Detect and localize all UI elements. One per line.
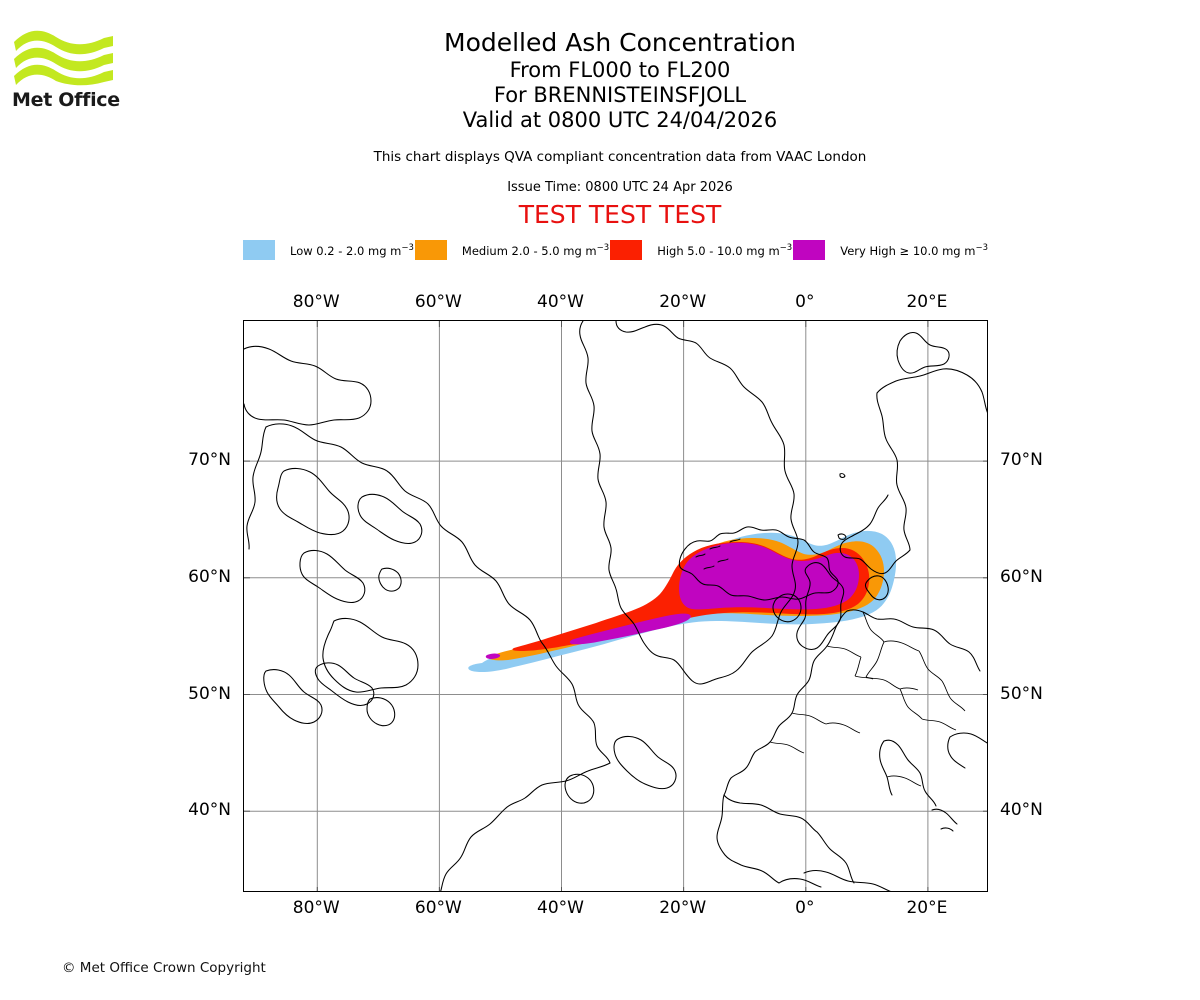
lat-tick-label-right-1: 60°N [1000, 566, 1043, 587]
coastline-small-isles [839, 473, 846, 479]
test-banner: TEST TEST TEST [518, 200, 722, 229]
lon-tick-label-bottom-3: 20°W [659, 898, 707, 918]
volcano-name: For BRENNISTEINSFJOLL [493, 83, 747, 107]
lon-tick-label-bottom-4: 0° [795, 898, 815, 918]
legend-very-high-swatch [793, 240, 826, 260]
legend-medium-label: Medium 2.0 - 5.0 mg m−3 [461, 242, 610, 258]
coastline-great-lakes-1 [314, 662, 375, 707]
valid-time: Valid at 0800 UTC 24/04/2026 [462, 108, 778, 132]
coastline-ellesmere [244, 345, 372, 426]
legend-high: High 5.0 - 10.0 mg m−3 [610, 240, 792, 260]
qva-compliance-note: This chart displays QVA compliant concen… [373, 149, 867, 165]
coastline-newfoundland [613, 735, 677, 790]
legend-medium: Medium 2.0 - 5.0 mg m−3 [414, 240, 610, 260]
coastline-hudson-bay [322, 617, 419, 693]
ash-concentration-map [243, 320, 988, 892]
map-frame [243, 320, 988, 892]
map-gridlines [244, 321, 987, 891]
met-office-logo: Met Office [12, 26, 122, 112]
lon-tick-label-top-0: 80°W [292, 292, 340, 312]
coastline-victoria-island [276, 467, 350, 536]
lat-tick-label-right-3: 40°N [1000, 800, 1043, 821]
coastline-nw-africa [778, 831, 855, 888]
coastline-arctic-isles-3 [378, 567, 402, 592]
coastline-great-lakes-2 [263, 669, 323, 725]
flight-level-range: From FL000 to FL200 [509, 58, 731, 82]
coastline-svalbard [896, 331, 950, 374]
lat-tick-label-right-2: 50°N [1000, 683, 1043, 704]
map-canvas [244, 321, 987, 891]
lat-tick-label-left-0: 70°N [188, 450, 231, 471]
legend-low-swatch [243, 240, 275, 260]
coastline-italy [879, 739, 937, 807]
lon-tick-label-top-5: 20°E [906, 292, 948, 312]
coastline-iceland [678, 526, 839, 601]
coastline-baffin-north [265, 423, 543, 644]
lat-tick-label-left-3: 40°N [188, 800, 231, 821]
legend-very-high: Very High ≥ 10.0 mg m−3 [793, 240, 988, 260]
legend-low: Low 0.2 - 2.0 mg m−3 [243, 240, 414, 260]
coastline-arctic-isles-2 [299, 549, 366, 604]
longitude-axis-top: 80°W 60°W 40°W 20°W 0° 20°E [243, 292, 988, 314]
concentration-legend: Low 0.2 - 2.0 mg m−3 Medium 2.0 - 5.0 mg … [243, 240, 988, 260]
country-borders [769, 611, 966, 787]
frame-ticks [244, 321, 987, 891]
longitude-axis-bottom: 80°W 60°W 40°W 20°W 0° 20°E [243, 898, 988, 920]
legend-very-high-label: Very High ≥ 10.0 mg m−3 [840, 242, 988, 258]
lon-tick-label-top-1: 60°W [414, 292, 462, 312]
coastline-ireland [772, 593, 802, 623]
lon-tick-label-top-3: 20°W [659, 292, 707, 312]
legend-medium-swatch [414, 240, 447, 260]
lat-tick-label-right-0: 70°N [1000, 450, 1043, 471]
coastline-black-sea [947, 732, 987, 769]
plume-contour-very-high-tail [485, 653, 501, 659]
lon-tick-label-bottom-0: 80°W [292, 898, 340, 918]
lon-tick-label-bottom-2: 40°W [537, 898, 585, 918]
ash-plume-contours [468, 530, 897, 673]
coastline-iberia [716, 794, 818, 884]
legend-low-label: Low 0.2 - 2.0 mg m−3 [290, 242, 414, 258]
page-title: Modelled Ash Concentration [444, 28, 796, 57]
legend-high-swatch [610, 240, 643, 260]
coastline-greenland [579, 321, 799, 685]
coastline-arctic-isles-1 [357, 493, 423, 545]
chart-header: Modelled Ash Concentration From FL000 to… [180, 28, 1060, 229]
coastline-us-east [440, 807, 507, 891]
coastline-nova-scotia [564, 773, 595, 804]
coastline-greece-aegean [931, 808, 958, 832]
coastline-scandinavia [839, 368, 987, 575]
copyright-notice: © Met Office Crown Copyright [62, 960, 266, 976]
coastline-europe-west [723, 609, 981, 796]
lon-tick-label-top-2: 40°W [537, 292, 585, 312]
met-office-logo-text: Met Office [12, 89, 120, 111]
coastline-labrador [541, 642, 611, 764]
map-coastlines [244, 321, 987, 891]
coastline-denmark [864, 575, 889, 601]
lon-tick-label-bottom-5: 20°E [906, 898, 948, 918]
lat-tick-label-left-2: 50°N [188, 683, 231, 704]
coastline-baffin-west [246, 426, 267, 550]
plume-contour-very-high-ribbon [569, 613, 691, 645]
coastline-great-lakes-3 [366, 697, 396, 727]
coastline-great-britain [796, 562, 845, 651]
coastline-mediterranean-south [803, 870, 891, 891]
coastline-iceland-fjords [695, 538, 741, 570]
met-office-wave-mark [14, 30, 113, 86]
legend-high-label: High 5.0 - 10.0 mg m−3 [657, 242, 793, 258]
lon-tick-label-bottom-1: 60°W [414, 898, 462, 918]
coastline-stlawrence [505, 762, 611, 809]
issue-time: Issue Time: 0800 UTC 24 Apr 2026 [507, 180, 733, 195]
lat-tick-label-left-1: 60°N [188, 566, 231, 587]
coastline-faroe [837, 533, 847, 540]
lon-tick-label-top-4: 0° [795, 292, 815, 312]
